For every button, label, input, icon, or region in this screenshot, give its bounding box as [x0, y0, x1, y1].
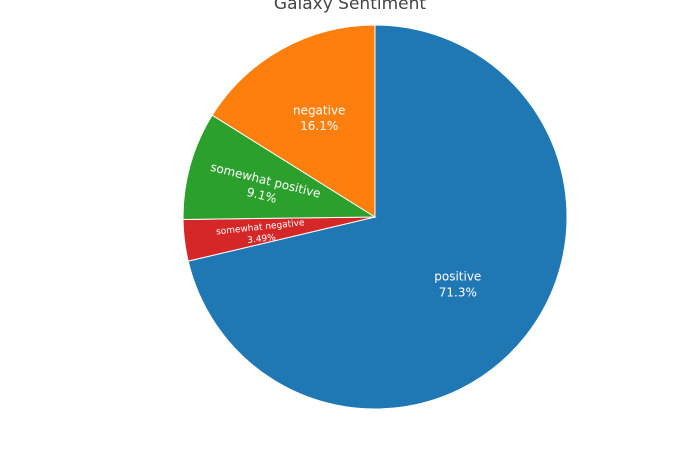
pie-label-percent: 16.1%: [300, 119, 338, 133]
chart-title: Galaxy Sentiment: [273, 0, 427, 14]
pie-label-name: negative: [293, 103, 345, 117]
pie-label-positive: positive 71.3%: [434, 270, 481, 300]
pie-label-percent: 71.3%: [439, 285, 477, 299]
pie-slice-somewhat-positive[interactable]: [182, 114, 377, 220]
pie-label-percent: 3.49%: [247, 233, 277, 246]
pie-slice-negative[interactable]: [211, 24, 376, 218]
pie-label-name: positive: [434, 270, 481, 284]
pie-slice-positive[interactable]: [187, 24, 568, 410]
pie-label-negative: negative 16.1%: [293, 103, 345, 133]
pie-slices: [182, 24, 568, 410]
